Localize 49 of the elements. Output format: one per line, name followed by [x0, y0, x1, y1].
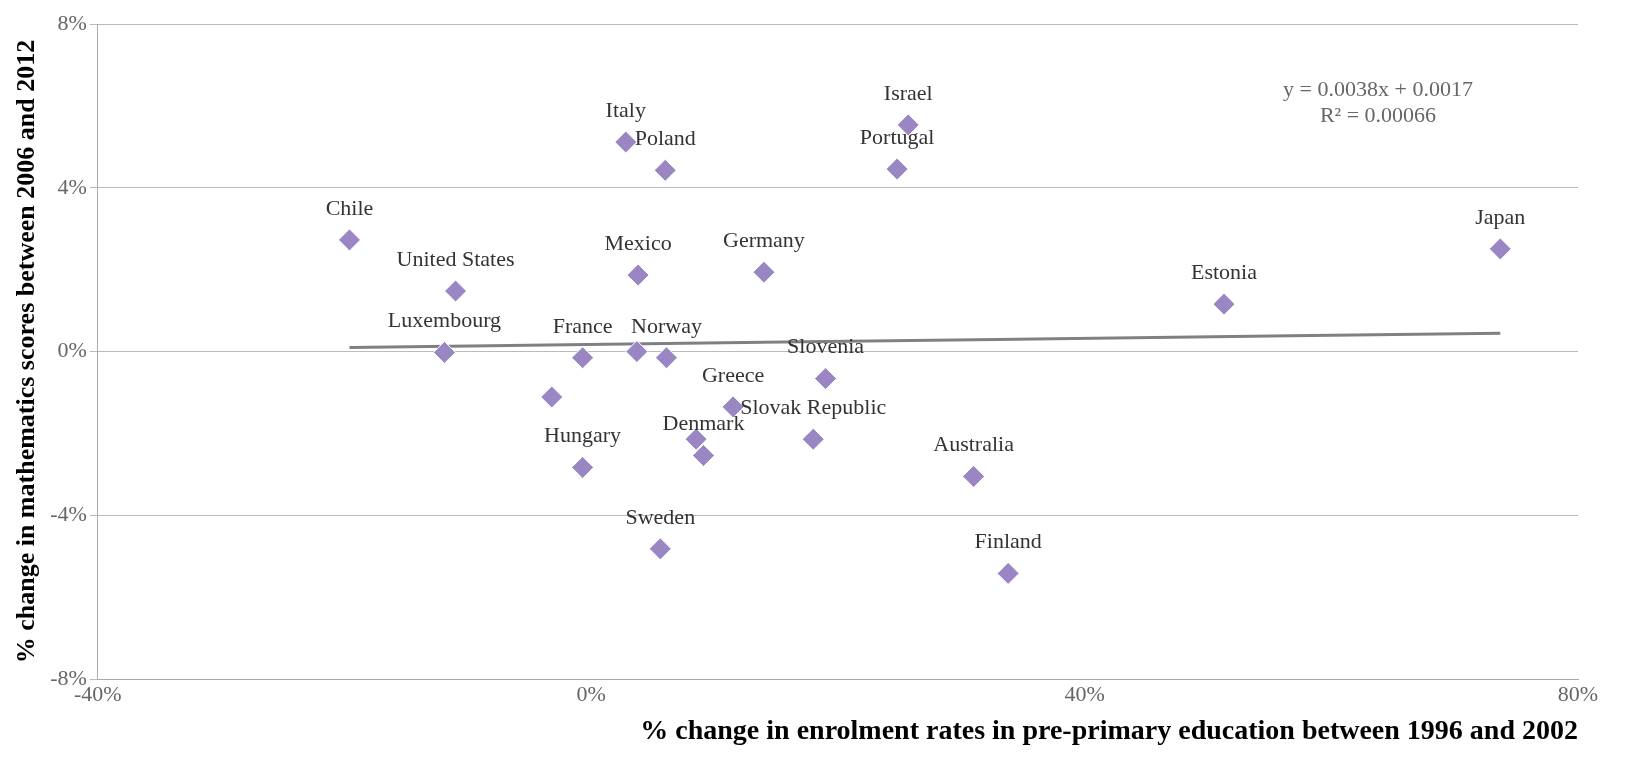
- point: [1488, 237, 1512, 261]
- x-axis-title: % change in enrolment rates in pre-primary education between 1996 and 2002: [640, 714, 1578, 746]
- point: [1212, 292, 1236, 316]
- point: [654, 346, 678, 370]
- point: [814, 367, 838, 391]
- annotation: y = 0.0038x + 0.0017 R² = 0.00066: [1283, 75, 1473, 127]
- point: [801, 427, 825, 451]
- point: [752, 260, 776, 284]
- annotation: Slovak Republic: [740, 393, 887, 419]
- annotation: France: [552, 312, 613, 338]
- x-tick-label: 80%: [1557, 680, 1599, 706]
- point: [962, 464, 986, 488]
- point: [648, 537, 672, 561]
- point: [626, 263, 650, 287]
- y-tick-label: -4%: [50, 501, 87, 527]
- point: [432, 340, 456, 364]
- point: [996, 561, 1020, 585]
- point: [691, 444, 715, 468]
- y-tick-label: 4%: [57, 173, 87, 199]
- point: [444, 279, 468, 303]
- point: [653, 158, 677, 182]
- annotation: United States: [396, 245, 515, 271]
- annotation: Mexico: [604, 229, 672, 255]
- annotation: Sweden: [625, 503, 696, 529]
- x-tick-label: 0%: [576, 680, 606, 706]
- annotation: Finland: [974, 528, 1042, 554]
- point: [571, 455, 595, 479]
- annotation: Portugal: [859, 123, 935, 149]
- y-axis-title: % change in mathematics scores between 2006 and 2012: [11, 39, 41, 664]
- annotation: Israel: [883, 79, 933, 105]
- point: [885, 157, 909, 181]
- annotation: Poland: [634, 125, 696, 151]
- point: [540, 385, 564, 409]
- point: [625, 340, 649, 364]
- annotation: Norway: [631, 312, 702, 338]
- y-tick-label: 8%: [57, 9, 87, 35]
- annotation: Greece: [701, 361, 765, 387]
- annotation: Australia: [933, 431, 1015, 457]
- annotation: Hungary: [544, 422, 622, 448]
- point: [337, 228, 361, 252]
- annotation: Japan: [1475, 203, 1526, 229]
- annotation: Luxembourg: [387, 307, 502, 333]
- point: [571, 346, 595, 370]
- y-tick-label: 0%: [57, 337, 87, 363]
- annotation: Italy: [605, 96, 646, 122]
- annotation: Estonia: [1191, 258, 1258, 284]
- annotation: Chile: [325, 194, 374, 220]
- x-tick-label: 40%: [1064, 680, 1105, 706]
- annotation: Germany: [722, 226, 805, 252]
